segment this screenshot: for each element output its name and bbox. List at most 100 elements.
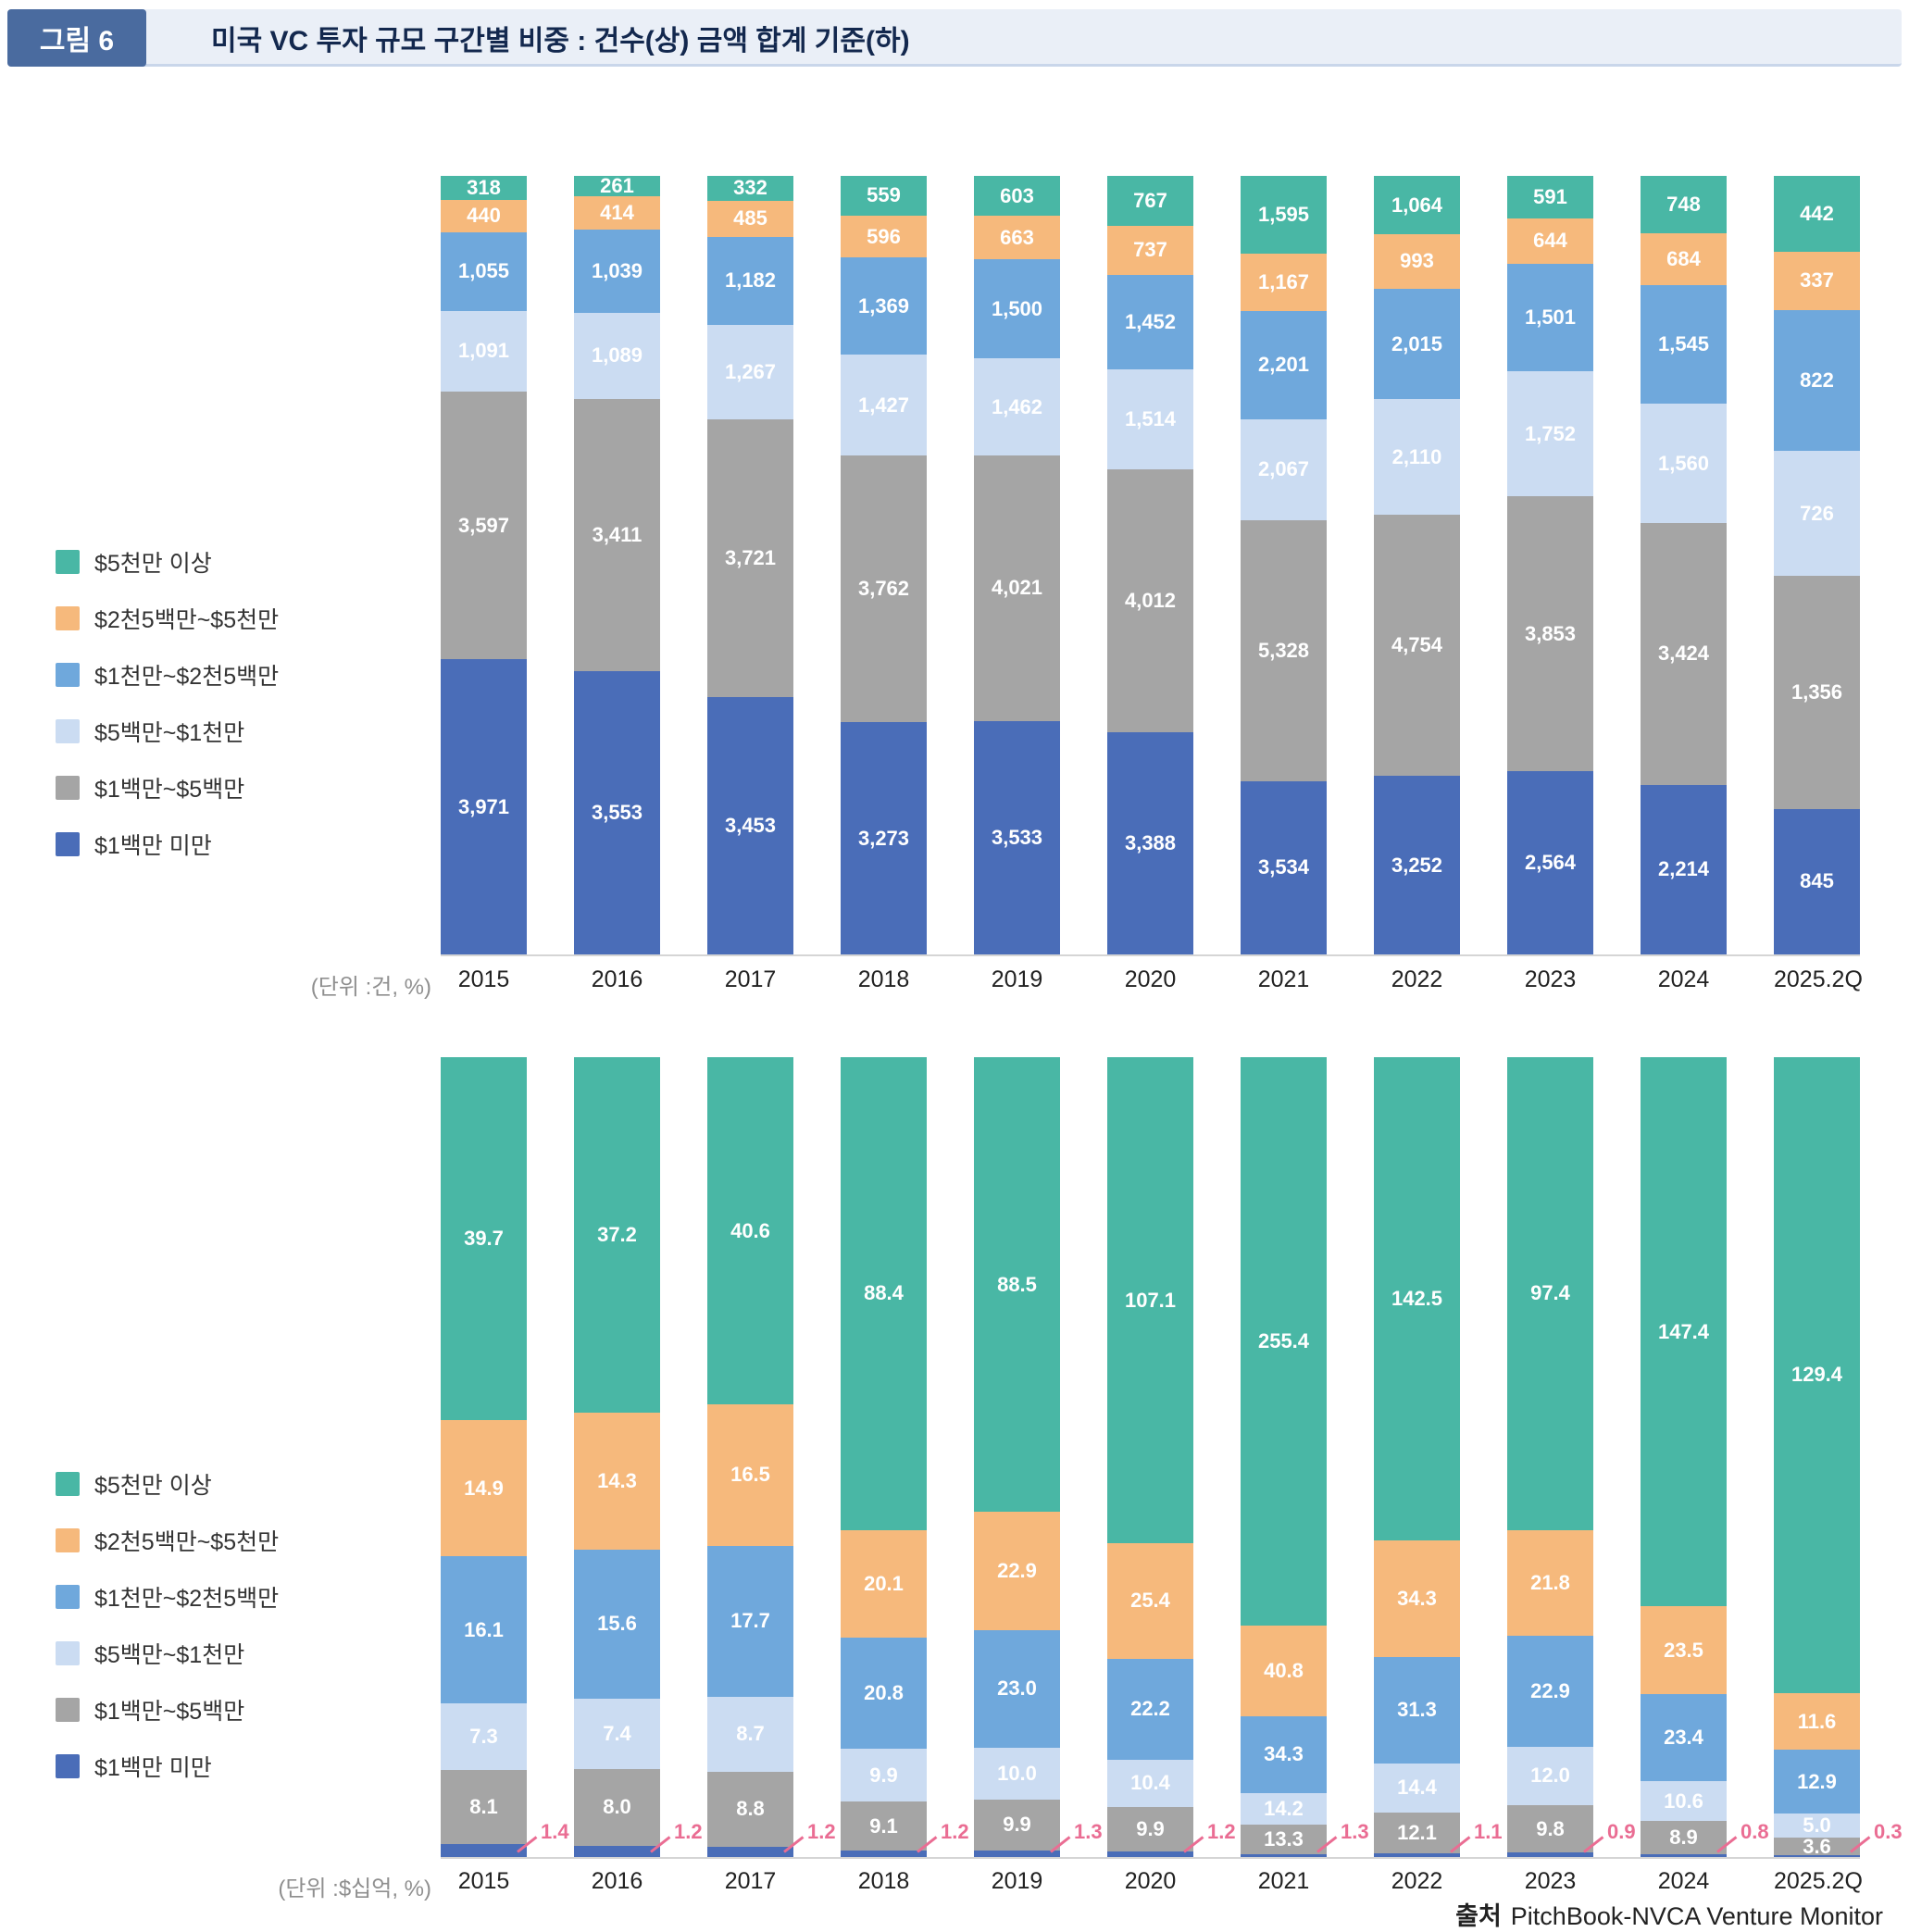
segment-value: 129.4 (1790, 1363, 1843, 1387)
amount-chart-plot: 39.7 14.9 16.1 7.3 8.1 1.4 37.2 14.3 15.6 7.4 8.0 1… (441, 1057, 1903, 1859)
legend-swatch (56, 1698, 80, 1722)
bar-segment: 596 (841, 215, 927, 258)
bar-segment: 591 (1507, 176, 1593, 218)
segment-value: 142.5 (1391, 1287, 1443, 1311)
segment-value: 1,167 (1257, 270, 1310, 294)
callout-value: 1.2 (941, 1820, 969, 1843)
legend-item: $5백만~$1천만 (56, 1639, 426, 1668)
segment-value: 9.8 (1536, 1816, 1565, 1840)
bar-segment: 3,597 (441, 392, 527, 660)
segment-value: 822 (1800, 368, 1834, 392)
segment-value: 8.1 (469, 1795, 498, 1819)
segment-value: 442 (1800, 202, 1834, 226)
bar-segment: 1,595 (1241, 176, 1327, 255)
bar-segment: 37.2 (574, 1057, 660, 1413)
count-chart-plot: 318 440 1,055 1,091 3,597 3,971 261 414 1,039 1,0… (441, 176, 1860, 956)
stacked-bar-2024: 748 684 1,545 1,560 3,424 2,214 (1641, 176, 1727, 954)
bar-segment: 142.5 (1374, 1057, 1460, 1541)
bar-segment: 8.1 (441, 1770, 527, 1845)
bar-segment: 845 (1774, 809, 1860, 954)
bar-segment: 559 (841, 176, 927, 216)
segment-value: 1,064 (1391, 193, 1443, 217)
segment-value: 3,534 (1257, 855, 1310, 879)
bar-segment: 3.6 (1774, 1836, 1860, 1856)
legend-swatch (56, 832, 80, 856)
x-axis-label: 2017 (724, 1868, 777, 1894)
x-axis-label: 2022 (1391, 966, 1443, 992)
bar-segment: 23.5 (1641, 1606, 1727, 1695)
segment-value: 88.4 (864, 1281, 904, 1305)
stacked-bar-2019: 603 663 1,500 1,462 4,021 3,533 (974, 176, 1060, 954)
segment-value: 332 (733, 176, 767, 200)
bar-segment: 1,501 (1507, 264, 1593, 371)
legend-label: $1백만~$5백만 (94, 1699, 245, 1725)
bar-segment (441, 1844, 527, 1857)
segment-value: 559 (867, 183, 901, 207)
legend-item: $1백만~$5백만 (56, 774, 426, 803)
segment-value: 4,754 (1391, 633, 1443, 657)
legend-swatch (56, 663, 80, 687)
x-axis-label: 2021 (1257, 966, 1310, 992)
source-text: PitchBook-NVCA Venture Monitor (1510, 1902, 1883, 1930)
bar-segment: 2,214 (1641, 784, 1727, 954)
x-axis-label: 2015 (457, 1868, 510, 1894)
segment-value: 2,015 (1391, 331, 1443, 355)
bar-segment: 8.8 (707, 1771, 793, 1847)
x-axis-label: 2017 (724, 966, 777, 992)
stacked-bar-2025.2Q: 129.4 11.6 12.9 5.0 3.6 0.3 (1774, 1057, 1903, 1857)
segment-value: 1,182 (724, 268, 777, 293)
bar-segment: 9.1 (841, 1801, 927, 1851)
segment-value: 1,089 (591, 343, 643, 368)
segment-value: 440 (467, 204, 501, 228)
legend-item: $1백만 미만 (56, 1752, 426, 1781)
bar-segment: 3,453 (707, 696, 793, 954)
bar-segment: 12.9 (1774, 1750, 1860, 1814)
segment-value: 748 (1666, 192, 1701, 216)
bar-segment: 663 (974, 216, 1060, 260)
segment-value: 1,055 (457, 259, 510, 283)
segment-value: 3,453 (724, 813, 777, 837)
segment-value: 337 (1800, 268, 1834, 293)
bar-segment: 34.3 (1241, 1716, 1327, 1793)
header-band (7, 9, 1902, 67)
x-axis-label: 2021 (1257, 1868, 1310, 1894)
bar-segment: 1,055 (441, 231, 527, 311)
bar-segment: 20.1 (841, 1529, 927, 1639)
segment-value: 88.5 (997, 1272, 1037, 1296)
source-label: 출처 (1455, 1902, 1502, 1930)
bar-segment: 10.6 (1641, 1781, 1727, 1821)
bar-segment: 22.2 (1107, 1658, 1193, 1760)
segment-value: 318 (467, 175, 501, 199)
segment-value: 1,091 (457, 339, 510, 363)
bar-segment: 88.5 (974, 1057, 1060, 1513)
legend-swatch (56, 550, 80, 574)
callout-value: 1.2 (1207, 1820, 1236, 1843)
legend-item: $2천5백만~$5천만 (56, 605, 426, 633)
amount-chart-unit-label: (단위 :$십억, %) (278, 1876, 431, 1901)
bar-segment: 7.4 (574, 1698, 660, 1770)
segment-value: 9.9 (1136, 1816, 1165, 1840)
callout-value: 0.9 (1607, 1820, 1636, 1843)
bar-segment: 1,500 (974, 259, 1060, 359)
x-axis-label: 2019 (991, 966, 1043, 992)
segment-value: 20.8 (864, 1681, 904, 1705)
segment-value: 3,533 (991, 825, 1043, 849)
legend-label: $1백만~$5백만 (94, 777, 245, 803)
bar-segment: 16.1 (441, 1556, 527, 1704)
segment-value: 3,273 (857, 826, 910, 850)
bar-segment: 2,110 (1374, 399, 1460, 516)
segment-value: 1,356 (1790, 680, 1843, 704)
bar-segment: 14.2 (1241, 1792, 1327, 1825)
bar-segment: 129.4 (1774, 1057, 1860, 1693)
bar-segment: 4,012 (1107, 468, 1193, 732)
segment-value: 15.6 (597, 1612, 637, 1636)
bar-segment (1241, 1853, 1327, 1857)
count-chart-unit-label: (단위 :건, %) (310, 975, 431, 1000)
legend-amount-chart: $5천만 이상 $2천5백만~$5천만 $1천만~$2천5백만 $5백만~$1천만 $1… (56, 1470, 426, 1809)
x-axis-label: 2025.2Q (1774, 966, 1863, 992)
bar-segment: 12.1 (1374, 1812, 1460, 1853)
segment-value: 16.5 (730, 1463, 770, 1487)
bar-segment: 767 (1107, 176, 1193, 227)
amount-chart-x-axis: 2015 2016 2017 2018 2019 2020 2021 2022 2023 2024… (441, 1868, 1863, 1895)
segment-value: 1,752 (1524, 421, 1577, 445)
